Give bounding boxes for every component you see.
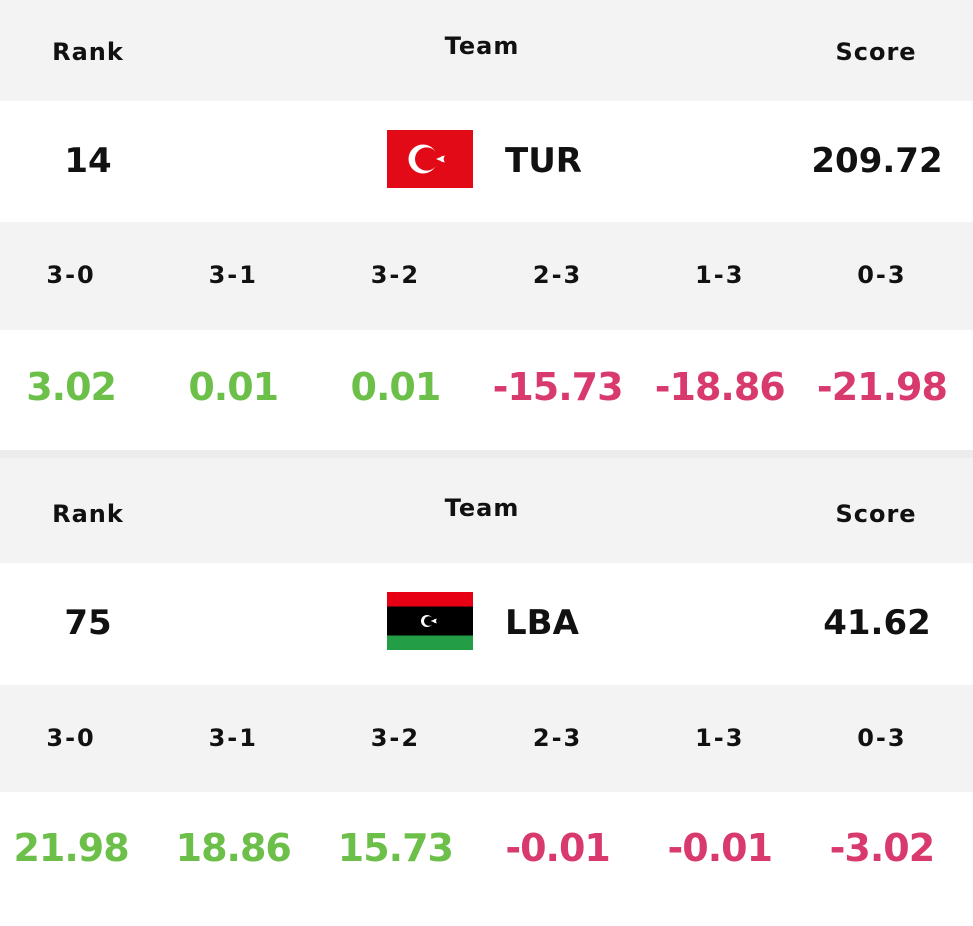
header-row: Rank Team Score <box>0 458 973 563</box>
header-row: Rank Team Score <box>0 0 973 101</box>
outcome-value: -21.98 <box>816 365 948 409</box>
outcome-label: 2-3 <box>532 723 583 752</box>
separator <box>0 450 973 458</box>
outcome-value: -15.73 <box>492 365 624 409</box>
outcome-label: 3-0 <box>46 261 96 289</box>
outcome-value: -3.02 <box>829 826 936 870</box>
outcome-label: 1-3 <box>695 261 745 289</box>
outcome-label: 2-3 <box>532 261 583 289</box>
score-header: Score <box>835 500 917 528</box>
team-code: TUR <box>505 141 582 181</box>
outcome-value: 21.98 <box>13 826 129 870</box>
outcome-value: 15.73 <box>337 826 454 870</box>
outcome-header-row: 3-0 3-1 3-2 2-3 1-3 0-3 <box>0 222 973 330</box>
outcome-value: -0.01 <box>667 826 773 870</box>
outcome-label: 3-0 <box>46 723 96 752</box>
outcome-value: -18.86 <box>654 365 786 409</box>
rank-header: Rank <box>52 38 124 66</box>
outcome-label: 3-2 <box>370 723 421 752</box>
rank: 14 <box>64 141 112 181</box>
team-code: LBA <box>505 603 579 643</box>
outcome-value: 3.02 <box>26 365 117 409</box>
outcome-header-row: 3-0 3-1 3-2 2-3 1-3 0-3 <box>0 685 973 792</box>
team-header: Team <box>444 494 520 522</box>
outcome-label: 1-3 <box>695 723 745 752</box>
outcome-value: 0.01 <box>350 365 442 409</box>
outcome-label: 3-1 <box>208 723 258 752</box>
score-header: Score <box>835 38 917 66</box>
team-row: 14 TUR 209.72 <box>0 101 973 222</box>
outcome-value: 0.01 <box>188 365 279 409</box>
score: 209.72 <box>811 141 943 181</box>
rank: 75 <box>64 603 112 643</box>
outcome-value-row: 3.02 0.01 0.01 -15.73 -18.86 -21.98 <box>0 330 973 450</box>
flag <box>387 130 473 188</box>
outcome-value: 18.86 <box>175 826 292 870</box>
team-header: Team <box>444 32 520 60</box>
team-row: 75 LBA 41.62 <box>0 563 973 685</box>
outcome-label: 3-2 <box>370 261 421 289</box>
outcome-label: 0-3 <box>857 723 907 752</box>
score: 41.62 <box>823 603 931 643</box>
flag <box>387 592 473 650</box>
outcome-value: -0.01 <box>505 826 611 870</box>
outcome-label: 3-1 <box>208 261 258 289</box>
outcome-value-row: 21.98 18.86 15.73 -0.01 -0.01 -3.02 <box>0 792 973 910</box>
rank-header: Rank <box>52 500 124 528</box>
outcome-label: 0-3 <box>857 261 907 289</box>
